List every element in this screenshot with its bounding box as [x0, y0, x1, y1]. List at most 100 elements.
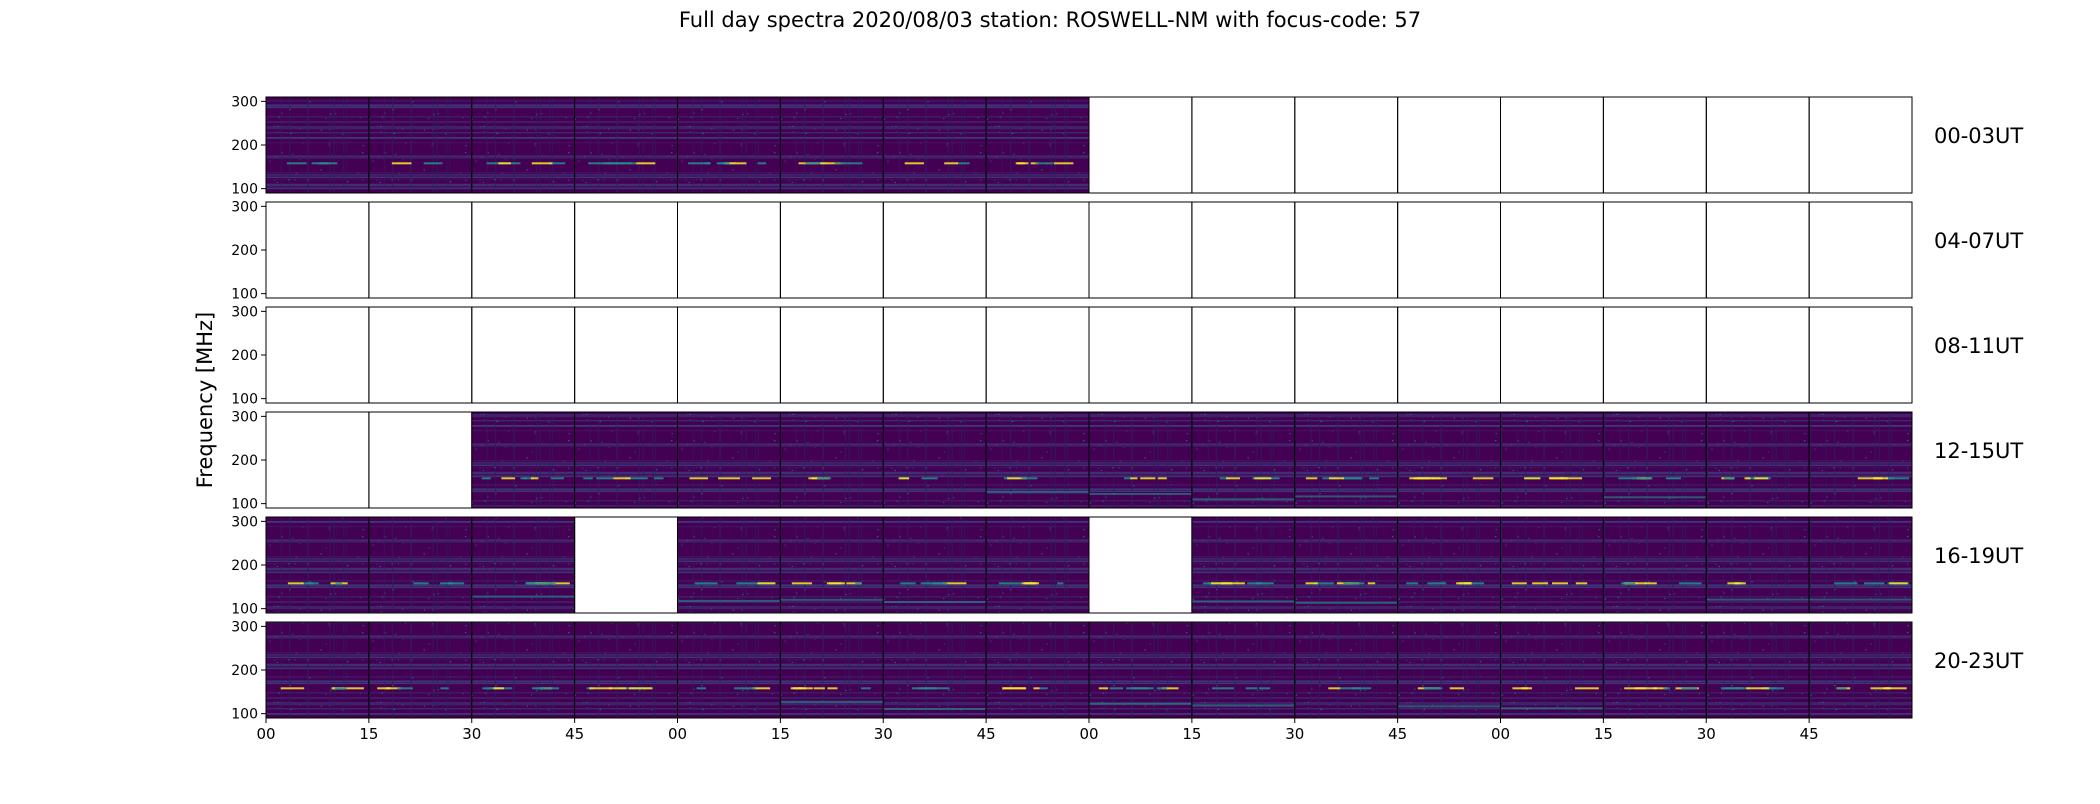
signal-trace — [1247, 582, 1263, 585]
x-tick-label: 45 — [977, 725, 996, 743]
signal-trace — [1203, 582, 1211, 585]
signal-trace — [335, 582, 343, 585]
spectrum-panel — [1500, 306, 1604, 404]
signal-trace — [311, 162, 325, 165]
signal-trace — [734, 687, 756, 690]
signal-trace — [1724, 687, 1742, 690]
signal-trace — [718, 477, 740, 480]
spectrum-panel — [1705, 516, 1810, 614]
signal-trace — [1834, 582, 1858, 585]
signal-trace — [1511, 582, 1527, 585]
spectrum-image — [986, 97, 1089, 193]
spectrum-panel — [1294, 621, 1399, 719]
signal-band — [1191, 498, 1295, 501]
spectrum-image — [1500, 412, 1604, 508]
signal-trace — [1857, 477, 1881, 480]
spectrum-image — [883, 97, 987, 193]
spectrum-panel — [985, 306, 1090, 404]
row-label: 20-23UT — [1934, 649, 2023, 673]
signal-trace — [1017, 162, 1029, 165]
spectrum-panel — [1397, 516, 1501, 614]
panel-frame — [368, 411, 473, 509]
panel-frame — [1088, 306, 1193, 404]
panel-frame — [1808, 96, 1913, 194]
spectrum-panel — [265, 201, 370, 299]
spectrum-panel — [368, 201, 473, 299]
panel-frame — [471, 201, 576, 299]
spectrum-image — [1809, 412, 1912, 508]
spectrum-image — [471, 622, 575, 718]
panel-frame — [471, 306, 576, 404]
y-tick-label: 200 — [231, 138, 258, 154]
x-tick-label: 15 — [1594, 725, 1613, 743]
signal-band — [780, 700, 884, 703]
signal-trace — [942, 582, 967, 585]
signal-trace — [846, 582, 862, 585]
spectrum-panel — [1808, 96, 1913, 194]
row-label: 08-11UT — [1934, 334, 2023, 358]
signal-trace — [1007, 477, 1027, 480]
signal-trace — [1130, 477, 1138, 480]
signal-trace — [1524, 477, 1541, 480]
x-tick-label: 15 — [771, 725, 790, 743]
signal-trace — [1885, 687, 1907, 690]
spectrum-panel — [265, 306, 370, 404]
x-tick-label: 00 — [1491, 725, 1510, 743]
panel-frame — [1808, 516, 1913, 614]
signal-trace — [520, 477, 527, 480]
spectrum-image — [471, 412, 575, 508]
signal-band — [1191, 704, 1295, 707]
spectrum-panel — [677, 411, 781, 509]
signal-trace — [900, 582, 916, 585]
signal-trace — [752, 687, 771, 690]
signal-trace — [654, 477, 664, 480]
y-axis-label: Frequency [MHz] — [193, 311, 217, 489]
spectrum-panel — [471, 306, 576, 404]
signal-trace — [531, 687, 545, 690]
spectrum-image — [1809, 622, 1912, 718]
panel-frame — [265, 201, 370, 299]
signal-trace — [532, 582, 556, 585]
signal-trace — [1864, 582, 1885, 585]
panel-frame — [265, 411, 370, 509]
spectrum-panel — [265, 96, 370, 194]
x-tick-label: 00 — [256, 725, 275, 743]
y-tick-label: 200 — [231, 243, 258, 259]
signal-trace — [1329, 477, 1345, 480]
y-tick-label: 100 — [231, 497, 258, 513]
spectrum-panel — [1500, 516, 1604, 614]
spectrum-panel — [471, 411, 576, 509]
signal-trace — [1157, 477, 1167, 480]
panel-frame — [1397, 96, 1501, 194]
x-tick-label: 45 — [565, 725, 584, 743]
panel-frame — [985, 201, 1090, 299]
row-label: 00-03UT — [1934, 124, 2023, 148]
signal-trace — [589, 687, 613, 690]
signal-trace — [1369, 477, 1379, 480]
panel-frame — [574, 516, 678, 614]
signal-trace — [398, 162, 412, 165]
signal-trace — [1460, 582, 1485, 585]
signal-band — [1089, 493, 1192, 495]
signal-trace — [1344, 477, 1361, 480]
signal-band — [883, 601, 987, 603]
spectrum-image — [1706, 412, 1810, 508]
spectrum-image — [266, 622, 369, 718]
spectrum-panel — [1602, 621, 1707, 719]
signal-trace — [287, 582, 304, 585]
panel-frame — [1602, 201, 1707, 299]
spectrum-panel — [985, 96, 1090, 194]
signal-trace — [926, 687, 950, 690]
spectrum-image — [677, 97, 781, 193]
spectrum-image — [1191, 412, 1295, 508]
signal-band — [883, 708, 987, 710]
spectrum-panel — [574, 411, 678, 509]
signal-band — [1294, 601, 1398, 604]
spectrum-panel — [1602, 516, 1707, 614]
spectrum-image — [1294, 622, 1398, 718]
row-label: 12-15UT — [1934, 439, 2023, 463]
signal-trace — [1632, 477, 1653, 480]
signal-trace — [752, 477, 771, 480]
spectrum-panel — [1088, 96, 1193, 194]
